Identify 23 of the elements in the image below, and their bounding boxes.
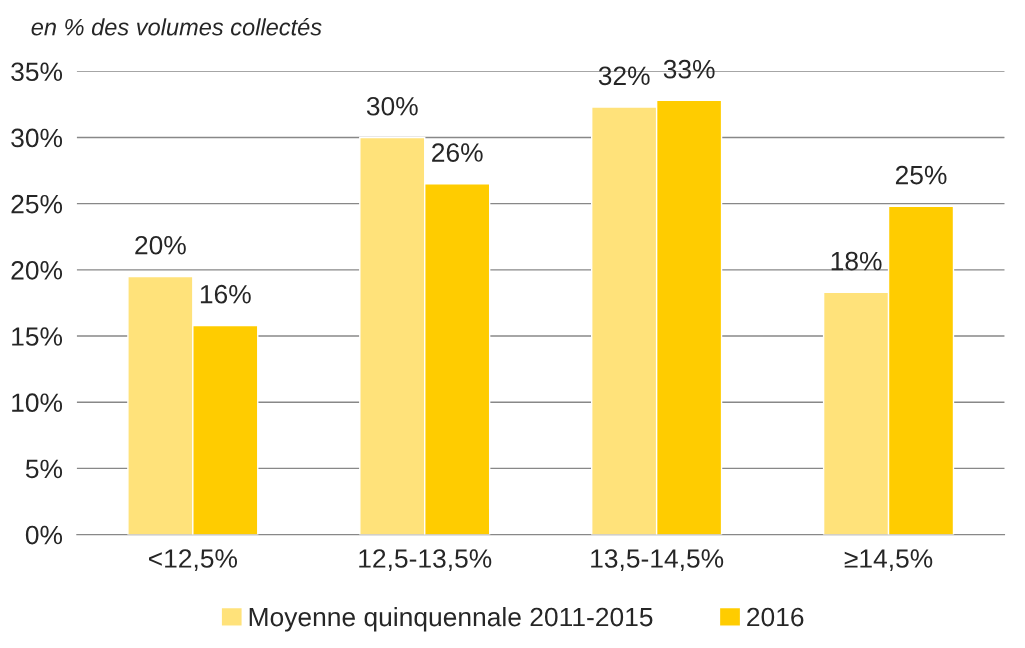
x-tick-label: 12,5-13,5% — [359, 549, 492, 571]
data-label: 32% — [598, 66, 650, 86]
data-label: 20% — [135, 235, 186, 255]
y-tick-label: 30% — [11, 128, 63, 148]
data-label: 30% — [366, 96, 418, 116]
data-label: 33% — [663, 59, 715, 79]
x-tick-label: <12,5% — [149, 549, 238, 571]
data-label: 26% — [432, 143, 483, 162]
legend-label: 2016 — [747, 607, 804, 627]
data-label: 25% — [895, 165, 947, 185]
y-tick-label: 20% — [11, 260, 63, 280]
y-tick-label: 35% — [11, 62, 63, 82]
y-tick-label: 0% — [25, 525, 63, 545]
y-tick-label: 25% — [11, 194, 63, 214]
x-tick-label: ≥14,5% — [844, 549, 933, 571]
y-tick-label: 15% — [12, 327, 63, 346]
chart-subtitle: en % des volumes collectés — [31, 17, 322, 36]
data-label: 18% — [831, 251, 882, 271]
data-label: 16% — [200, 284, 251, 304]
legend-label: Moyenne quinquennale 2011-2015 — [249, 607, 653, 632]
y-tick-label: 10% — [12, 393, 63, 413]
y-tick-label: 5% — [25, 459, 63, 479]
x-tick-label: 13,5-14,5% — [591, 549, 724, 571]
